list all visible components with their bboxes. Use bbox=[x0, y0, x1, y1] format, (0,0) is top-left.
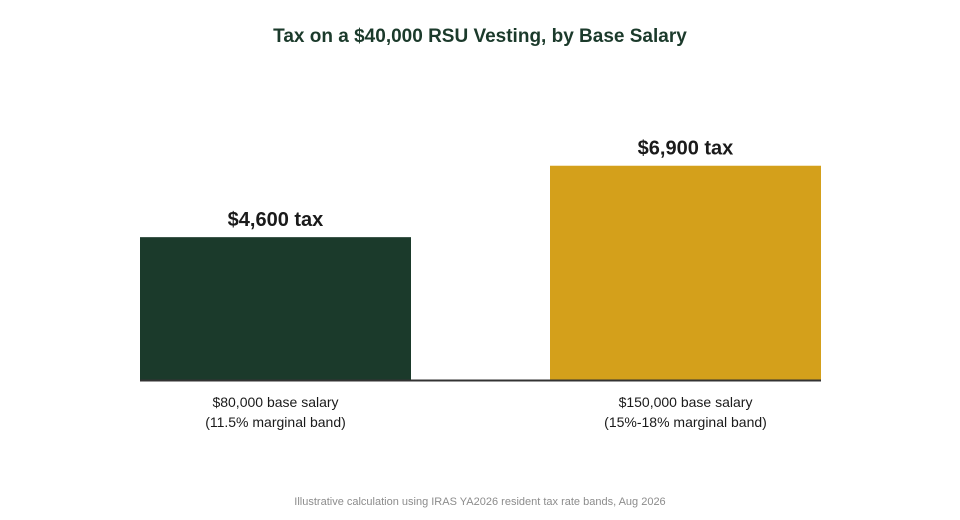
category-label-2-line-1: $150,000 base salary bbox=[619, 394, 753, 410]
chart-title: Tax on a $40,000 RSU Vesting, by Base Sa… bbox=[273, 26, 687, 47]
bar-1 bbox=[140, 237, 411, 380]
chart-footnote: Illustrative calculation using IRAS YA20… bbox=[294, 496, 666, 508]
category-label-1-line-1: $80,000 base salary bbox=[212, 394, 338, 410]
bar-value-label-2: $6,900 tax bbox=[638, 138, 734, 160]
category-label-2-line-2: (15%-18% marginal band) bbox=[604, 414, 767, 430]
bar-2 bbox=[550, 165, 821, 380]
bar-value-label-1: $4,600 tax bbox=[228, 209, 324, 231]
category-label-1-line-2: (11.5% marginal band) bbox=[205, 414, 346, 430]
